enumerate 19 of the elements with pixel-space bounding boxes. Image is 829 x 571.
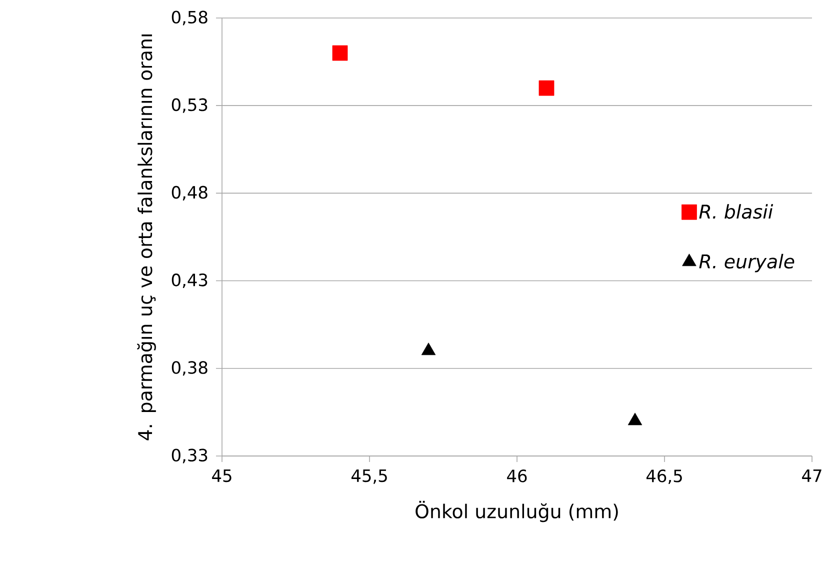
y-axis-title: 4. parmağın uç ve orta falankslarının oranı <box>137 34 156 440</box>
x-tick-label: 45 <box>212 470 232 482</box>
x-tick-label: 45,5 <box>351 470 387 484</box>
point <box>332 45 348 61</box>
x-tick-label: 46,5 <box>646 469 682 484</box>
point <box>628 412 642 426</box>
y-tick-label: 0,48 <box>172 186 208 200</box>
y-tick-label: 0,33 <box>172 448 208 464</box>
point <box>421 342 436 356</box>
x-axis-title: Önkol uzunluğu (mm) <box>416 500 618 522</box>
point <box>538 80 554 96</box>
x-tick-label: 46 <box>507 469 527 482</box>
y-tick-label: 0,38 <box>172 361 208 376</box>
y-tick-label: 0,43 <box>172 274 208 288</box>
y-tick-label: 0,58 <box>172 10 208 26</box>
legend-label: R. euryale <box>699 254 794 272</box>
y-tick-label: 0,53 <box>172 98 208 113</box>
legend-label: R. blasii <box>699 204 774 219</box>
x-tick-label: 47 <box>802 470 822 482</box>
